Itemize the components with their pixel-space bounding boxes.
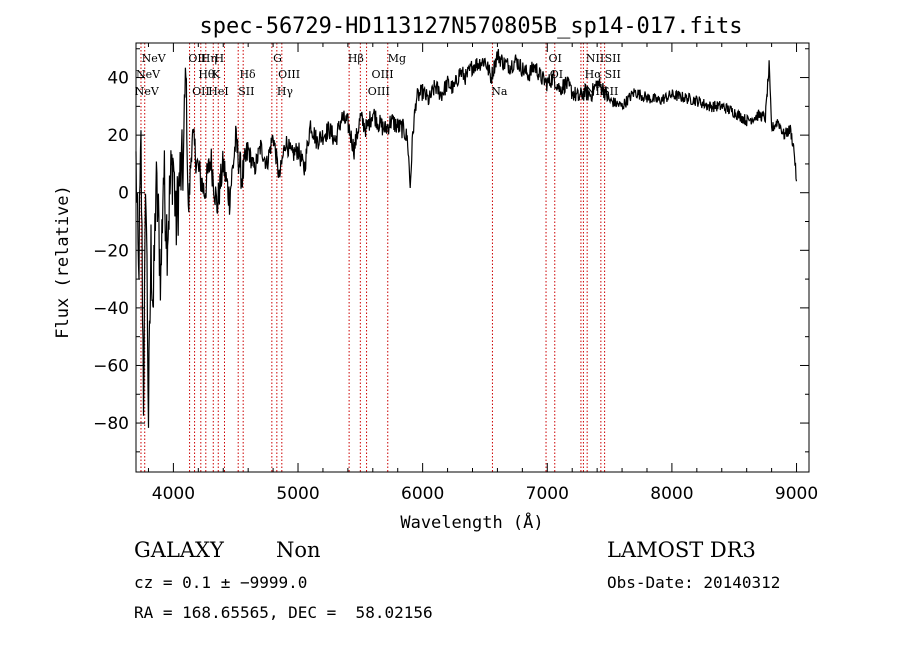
line-label: SII [238,85,254,98]
x-axis-label: Wavelength (Å) [400,511,543,533]
line-label: K [212,68,221,81]
emission-line-markers [140,43,606,472]
x-tick-label: 6000 [401,484,444,504]
line-label: G [273,52,282,65]
x-tick-label: 9000 [775,484,818,504]
line-label: OII [188,52,206,65]
line-label: OIII [372,68,394,81]
line-label: OII [192,85,210,98]
y-tick-label: −80 [93,414,129,434]
x-axis-ticks: 4000 5000 6000 7000 8000 9000 [147,43,818,504]
line-label: Hα [585,68,603,81]
obs-date-line: Obs-Date: 20140312 [607,573,781,592]
line-label: HeI [208,85,228,98]
x-tick-label: 7000 [526,484,569,504]
y-tick-label: −20 [93,241,129,261]
line-label: SII [605,52,621,65]
line-label: Hη [201,52,217,65]
y-tick-label: 20 [107,126,129,146]
y-tick-label: −40 [93,299,129,319]
line-label: Hγ [277,85,294,98]
line-label: OIII [278,68,300,81]
line-label: Hθ [198,68,215,81]
object-class: GALAXY [134,538,224,562]
line-label: NII [586,52,604,65]
line-label: OIII [368,85,390,98]
y-axis-ticks: −80 −60 −40 −20 0 20 40 [93,48,809,453]
y-tick-label: −60 [93,356,129,376]
y-tick-label: 0 [118,184,129,204]
y-tick-label: 40 [107,69,129,89]
line-label: H [215,52,225,65]
x-tick-label: 4000 [152,484,195,504]
spectrum-line [135,48,798,428]
line-label: Hδ [239,68,256,81]
line-label: Na [491,85,508,98]
x-tick-label: 8000 [650,484,693,504]
survey-name: LAMOST DR3 [607,538,756,562]
chart-title: spec-56729-HD113127N570805B_sp14-017.fit… [199,14,742,39]
line-label: NeV [136,68,161,81]
line-label: OI [549,52,562,65]
line-label: NeV [135,85,160,98]
line-label: SII [605,68,621,81]
line-label: NeV [142,52,167,65]
line-label: Mg [388,52,406,65]
y-axis-label: Flux (relative) [53,185,73,339]
object-subclass: Non [276,538,321,562]
coordinates-line: RA = 168.65565, DEC = 58.02156 [134,603,433,622]
line-label: Hβ [348,52,364,65]
x-tick-label: 5000 [276,484,319,504]
redshift-line: cz = 0.1 ± −9999.0 [134,573,308,592]
